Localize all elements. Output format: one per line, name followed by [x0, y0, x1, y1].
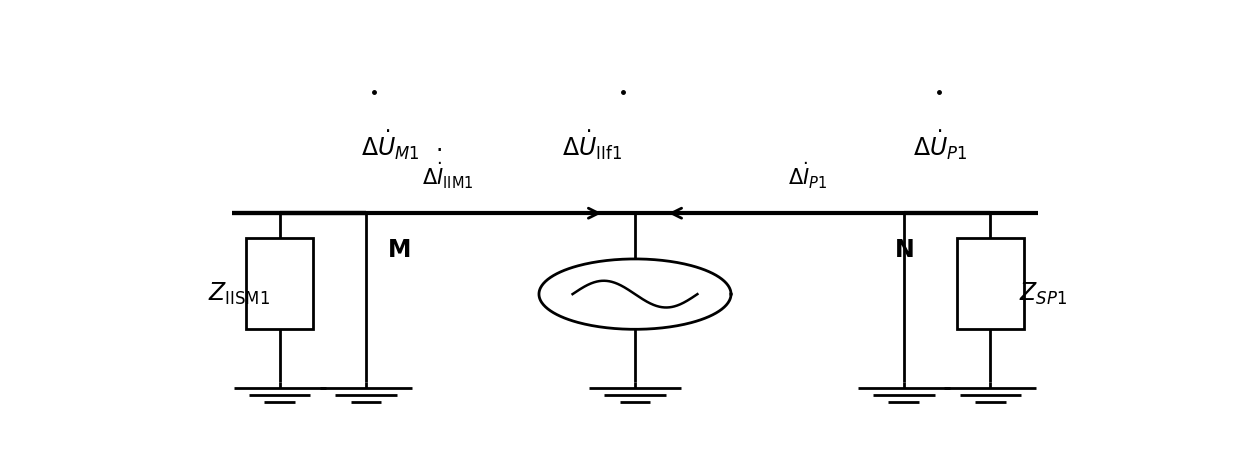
Text: $\mathbf{N}$: $\mathbf{N}$ [895, 239, 914, 262]
Text: $Z_{\rm{II}SM1}$: $Z_{\rm{II}SM1}$ [208, 281, 270, 307]
Text: $\mathbf{M}$: $\mathbf{M}$ [388, 239, 410, 262]
Text: $Z_{SP1}$: $Z_{SP1}$ [1018, 281, 1067, 307]
Text: $\Delta \dot{U}_{M1}$: $\Delta \dot{U}_{M1}$ [362, 128, 420, 162]
Bar [247, 238, 313, 329]
Text: $\Delta \dot{U}_{P1}$: $\Delta \dot{U}_{P1}$ [913, 128, 968, 162]
Text: $\Delta \dot{I}_{P1}$: $\Delta \dot{I}_{P1}$ [788, 161, 828, 191]
Text: $\Delta \dot{U}_{\rm{II}f1}$: $\Delta \dot{U}_{\rm{II}f1}$ [561, 128, 622, 162]
Text: $\Delta \dot{I}_{\rm{II}M1}$: $\Delta \dot{I}_{\rm{II}M1}$ [421, 161, 473, 191]
Text: $.$: $.$ [435, 133, 441, 156]
Bar [957, 238, 1023, 329]
